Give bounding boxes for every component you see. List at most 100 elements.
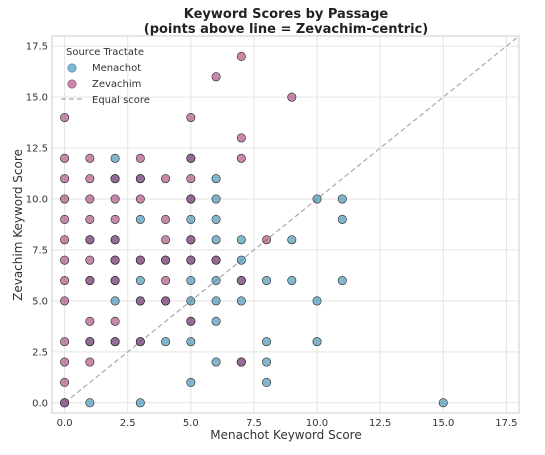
point-zevachim (60, 174, 70, 184)
point-zevachim (186, 235, 196, 245)
point-menachot (211, 276, 221, 286)
y-axis-label: Zevachim Keyword Score (11, 149, 25, 301)
point-zevachim (85, 235, 95, 245)
point-zevachim (85, 357, 95, 367)
point-menachot (211, 357, 221, 367)
y-tick-label: 10.0 (26, 195, 48, 206)
point-zevachim (110, 337, 120, 347)
point-zevachim (161, 174, 171, 184)
y-tick-label: 0.0 (32, 398, 48, 409)
point-zevachim (110, 214, 120, 224)
point-zevachim (236, 133, 246, 143)
point-zevachim (236, 153, 246, 163)
point-zevachim (135, 255, 145, 265)
x-tick-label: 12.5 (369, 418, 391, 429)
point-zevachim (110, 194, 120, 204)
y-tick-label: 7.5 (32, 245, 48, 256)
legend-label-equal-score: Equal score (92, 95, 150, 106)
point-menachot (211, 316, 221, 326)
point-zevachim (161, 214, 171, 224)
point-zevachim (60, 398, 70, 408)
point-zevachim (186, 153, 196, 163)
point-menachot (211, 235, 221, 245)
legend: Source Tractate Menachot Zevachim Equal … (61, 47, 150, 106)
point-menachot (337, 276, 347, 286)
point-zevachim (110, 316, 120, 326)
point-zevachim (211, 255, 221, 265)
point-menachot (186, 214, 196, 224)
point-zevachim (85, 276, 95, 286)
chart-title: Keyword Scores by Passage (184, 7, 389, 22)
point-menachot (262, 337, 272, 347)
point-zevachim (85, 153, 95, 163)
point-menachot (337, 194, 347, 204)
point-menachot (186, 377, 196, 387)
x-tick-label: 2.5 (120, 418, 136, 429)
point-menachot (110, 153, 120, 163)
point-menachot (287, 235, 297, 245)
point-zevachim (60, 296, 70, 306)
data-points (60, 51, 448, 408)
x-tick-label: 15.0 (432, 418, 454, 429)
point-menachot (312, 337, 322, 347)
point-zevachim (60, 153, 70, 163)
y-tick-label: 2.5 (32, 347, 48, 358)
x-tick-label: 0.0 (57, 418, 73, 429)
point-menachot (135, 276, 145, 286)
point-zevachim (60, 337, 70, 347)
point-zevachim (110, 255, 120, 265)
point-menachot (262, 377, 272, 387)
point-zevachim (161, 255, 171, 265)
point-zevachim (236, 51, 246, 61)
point-zevachim (60, 194, 70, 204)
point-zevachim (287, 92, 297, 102)
point-menachot (236, 255, 246, 265)
point-zevachim (60, 377, 70, 387)
point-menachot (211, 214, 221, 224)
point-zevachim (186, 174, 196, 184)
point-menachot (186, 296, 196, 306)
point-zevachim (60, 255, 70, 265)
point-menachot (262, 276, 272, 286)
point-menachot (211, 174, 221, 184)
point-zevachim (186, 255, 196, 265)
point-menachot (110, 296, 120, 306)
point-menachot (287, 276, 297, 286)
grid-lines (52, 36, 519, 413)
point-menachot (161, 337, 171, 347)
chart-subtitle: (points above line = Zevachim-centric) (144, 22, 428, 37)
point-zevachim (60, 113, 70, 123)
point-menachot (312, 296, 322, 306)
point-zevachim (60, 357, 70, 367)
point-zevachim (211, 72, 221, 82)
point-menachot (186, 337, 196, 347)
point-zevachim (135, 174, 145, 184)
point-menachot (211, 194, 221, 204)
point-zevachim (85, 316, 95, 326)
point-menachot (312, 194, 322, 204)
legend-marker-menachot (67, 63, 77, 73)
legend-label-zevachim: Zevachim (92, 79, 141, 90)
x-tick-label: 5.0 (183, 418, 199, 429)
point-menachot (85, 398, 95, 408)
y-tick-labels: 0.0 2.5 5.0 7.5 10.0 12.5 15.0 17.5 (26, 42, 48, 410)
point-zevachim (135, 153, 145, 163)
x-tick-label: 7.5 (246, 418, 262, 429)
point-zevachim (186, 316, 196, 326)
legend-marker-zevachim (67, 79, 77, 89)
point-menachot (236, 296, 246, 306)
point-menachot (211, 296, 221, 306)
point-zevachim (85, 214, 95, 224)
point-zevachim (110, 174, 120, 184)
point-zevachim (85, 194, 95, 204)
point-zevachim (262, 235, 272, 245)
point-zevachim (186, 194, 196, 204)
point-zevachim (161, 296, 171, 306)
point-zevachim (135, 337, 145, 347)
point-zevachim (135, 194, 145, 204)
point-zevachim (110, 276, 120, 286)
point-menachot (135, 214, 145, 224)
legend-label-menachot: Menachot (92, 63, 141, 74)
x-tick-label: 17.5 (495, 418, 517, 429)
